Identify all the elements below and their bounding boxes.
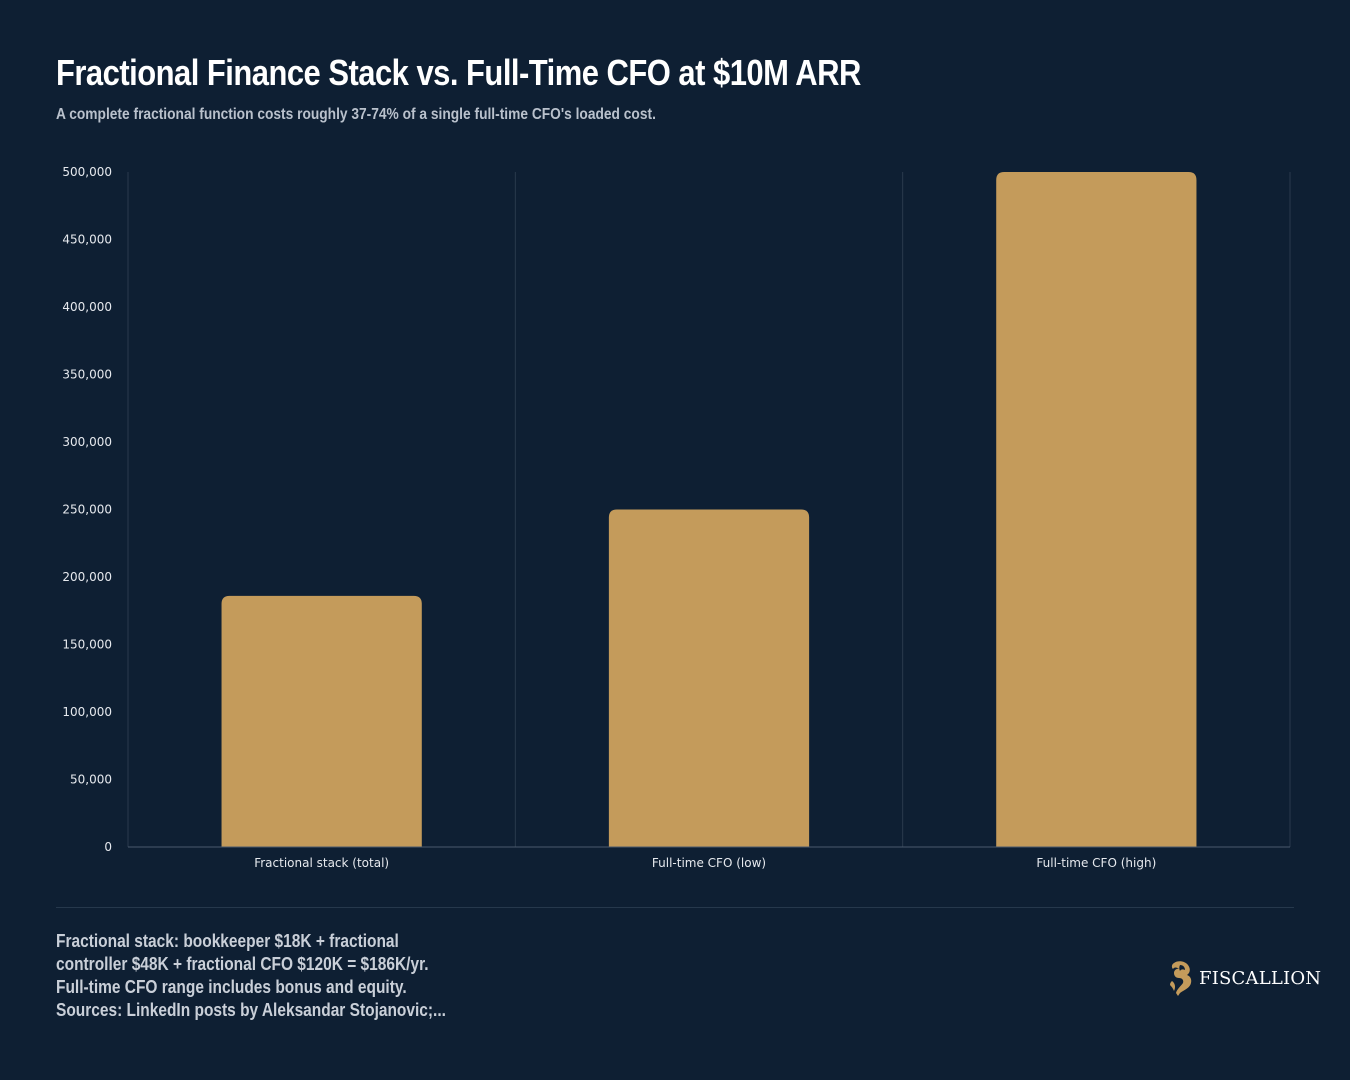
x-tick-label: Full-time CFO (high) xyxy=(1036,856,1156,870)
footnote: Fractional stack: bookkeeper $18K + frac… xyxy=(56,930,496,1022)
footer-divider xyxy=(56,907,1294,908)
brand-logo: FISCALLION xyxy=(1168,958,1321,998)
x-tick-labels: Fractional stack (total) Full-time CFO (l… xyxy=(254,856,1156,870)
y-tick-label: 500,000 xyxy=(62,165,112,179)
y-tick-label: 400,000 xyxy=(62,300,112,314)
gridlines xyxy=(127,172,1291,847)
bar xyxy=(608,509,810,847)
y-tick-label: 50,000 xyxy=(70,773,112,787)
chart-subtitle: A complete fractional function costs rou… xyxy=(56,106,656,123)
footnote-line: controller $48K + fractional CFO $120K =… xyxy=(56,954,429,974)
y-tick-label: 0 xyxy=(104,840,112,854)
y-tick-labels: 0 50,000 100,000 150,000 200,000 250,000 300,0… xyxy=(62,165,112,854)
y-tick-label: 250,000 xyxy=(62,503,112,517)
y-tick-label: 450,000 xyxy=(62,233,112,247)
brand-name: FISCALLION xyxy=(1199,967,1322,989)
x-tick-label: Full-time CFO (low) xyxy=(652,856,766,870)
bar xyxy=(996,172,1197,847)
y-tick-label: 100,000 xyxy=(62,705,112,719)
bars xyxy=(221,172,1197,847)
footnote-line: Full-time CFO range includes bonus and e… xyxy=(56,977,407,997)
footnote-line: Fractional stack: bookkeeper $18K + frac… xyxy=(56,931,399,951)
bar xyxy=(221,595,422,847)
y-tick-label: 300,000 xyxy=(62,435,112,449)
y-tick-label: 350,000 xyxy=(62,368,112,382)
footnote-line: Sources: LinkedIn posts by Aleksandar St… xyxy=(56,1000,446,1020)
x-tick-label: Fractional stack (total) xyxy=(254,856,389,870)
chart-title: Fractional Finance Stack vs. Full-Time C… xyxy=(56,52,861,93)
bar-chart: 0 50,000 100,000 150,000 200,000 250,000 300,0… xyxy=(62,165,1291,870)
y-tick-label: 150,000 xyxy=(62,638,112,652)
y-tick-label: 200,000 xyxy=(62,570,112,584)
horse-head-logo-icon xyxy=(1170,961,1192,996)
